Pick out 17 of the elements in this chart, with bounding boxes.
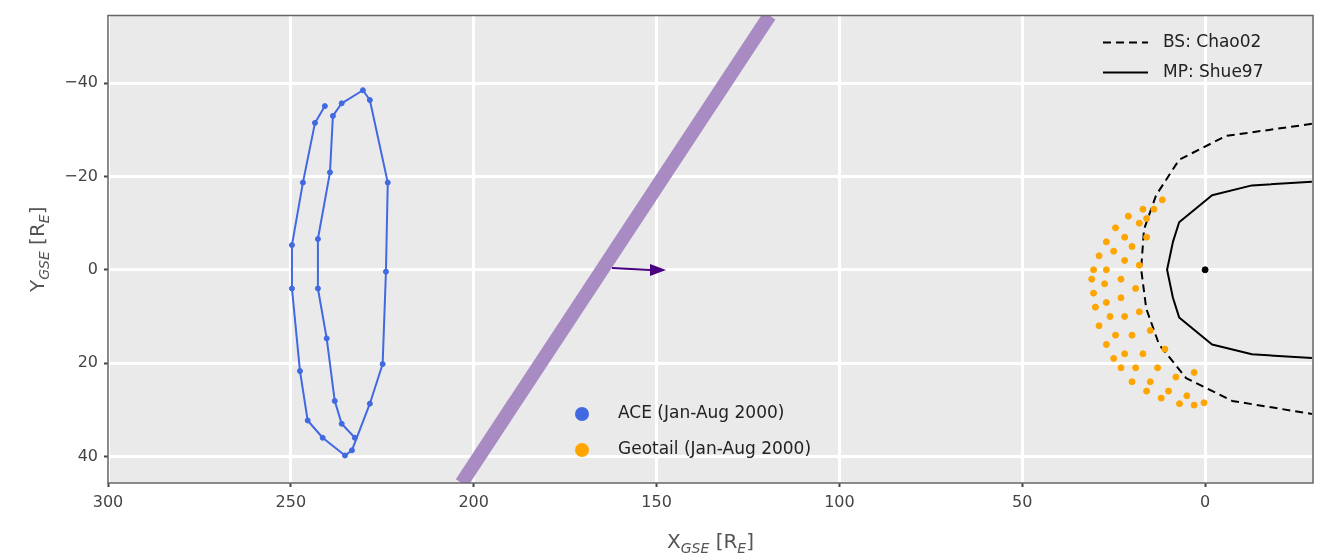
legend-label: Geotail (Jan-Aug 2000) <box>618 438 812 459</box>
y-tick-label: 0 <box>87 258 98 278</box>
y-tick-label: 40 <box>77 445 98 465</box>
x-tick-label: 100 <box>824 491 855 511</box>
x-tick-label: 50 <box>1012 491 1033 511</box>
y-tick-label: −20 <box>64 165 98 185</box>
x-tick-label: 300 <box>92 491 124 511</box>
y-tick-label: 20 <box>77 352 98 372</box>
legend-label: MP: Shue97 <box>1163 61 1264 82</box>
x-tick-label: 0 <box>1200 491 1211 511</box>
y-tick-label: −40 <box>64 72 98 92</box>
x-tick-label: 250 <box>275 491 307 511</box>
legend-label: ACE (Jan-Aug 2000) <box>618 402 785 423</box>
legend-label: BS: Chao02 <box>1163 31 1262 52</box>
x-tick-label: 200 <box>458 491 489 511</box>
y-axis-title: YGSE [RE] <box>25 206 52 294</box>
x-tick-label: 150 <box>641 491 672 511</box>
